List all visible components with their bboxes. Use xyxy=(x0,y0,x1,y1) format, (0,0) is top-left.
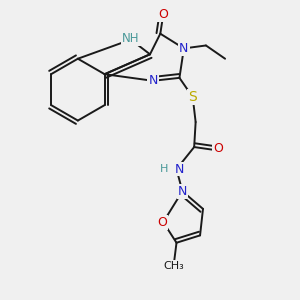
Text: S: S xyxy=(188,90,197,104)
Text: H: H xyxy=(160,164,168,174)
Text: CH₃: CH₃ xyxy=(163,261,184,271)
Text: O: O xyxy=(213,142,223,155)
Text: N: N xyxy=(179,42,188,55)
Text: NH: NH xyxy=(122,32,140,45)
Text: N: N xyxy=(175,163,184,176)
Text: N: N xyxy=(148,74,158,87)
Text: O: O xyxy=(158,8,168,21)
Text: N: N xyxy=(178,185,187,198)
Text: O: O xyxy=(157,216,167,229)
